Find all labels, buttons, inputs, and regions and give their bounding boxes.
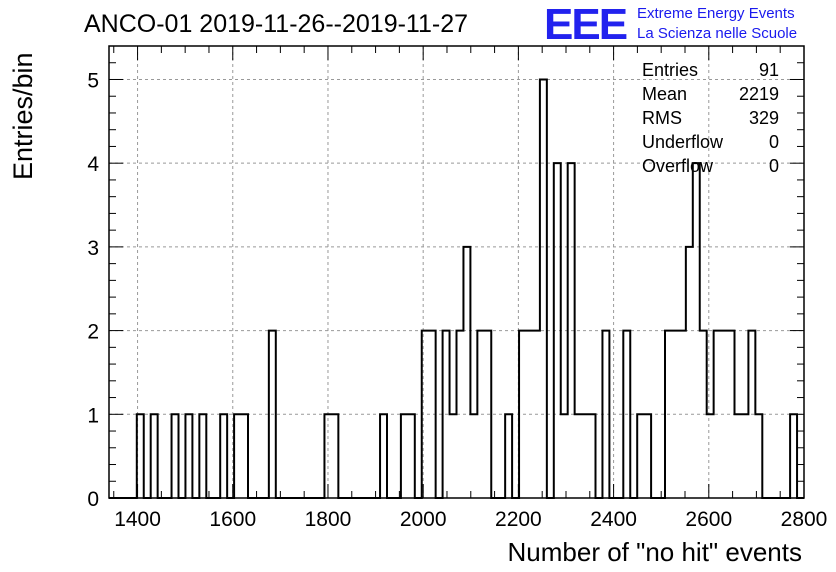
logo-line-1: Extreme Energy Events [637, 5, 795, 22]
stat-value: 0 [768, 156, 779, 176]
histogram-outline [109, 78, 804, 499]
plot-frame [108, 45, 805, 499]
histogram-bin [735, 414, 742, 498]
tick-labels: 1400 1600 1800 2000 2200 2400 2600 2800 0 1 2 3 4 5 [87, 69, 827, 531]
x-tick-label: 2000 [400, 508, 447, 531]
x-tick-label: 1800 [305, 508, 352, 531]
stat-value: 2219 [738, 84, 779, 104]
stat-label: Mean [642, 84, 688, 104]
x-tick-label: 1600 [209, 508, 256, 531]
chart-title: ANCO-01 2019-11-26--2019-11-27 [84, 10, 469, 38]
stat-row-entries: Entries 91 [642, 60, 779, 84]
y-axis-label: Entries/bin [8, 52, 38, 180]
x-tick-label: 2800 [781, 508, 828, 531]
stat-label: Underflow [642, 132, 724, 152]
y-tick-label: 0 [87, 488, 99, 511]
histogram-bin [241, 414, 248, 498]
stat-label: RMS [642, 108, 682, 128]
stat-label: Entries [642, 60, 699, 80]
y-tick-label: 1 [87, 404, 99, 427]
histogram-bin [589, 414, 596, 498]
x-tick-label: 2400 [590, 508, 637, 531]
logo-line-2: La Scienza nelle Scuole [637, 25, 798, 42]
histogram-bin [380, 414, 387, 498]
histogram-bin [561, 414, 568, 498]
x-axis-label: Number of "no hit" events [507, 537, 803, 567]
x-tick-label: 2600 [685, 508, 732, 531]
histogram-bin [686, 247, 693, 498]
histogram-bin [644, 414, 651, 498]
y-tick-label: 4 [87, 153, 99, 176]
y-tick-label: 3 [87, 237, 99, 260]
histogram-bin [331, 414, 338, 498]
histogram-bin [755, 414, 762, 498]
histogram-bin [220, 414, 227, 498]
stat-row-mean: Mean 2219 [642, 84, 779, 108]
stat-value: 0 [768, 132, 779, 152]
histogram-bin [790, 414, 797, 498]
stats-box: Entries 91 Mean 2219 RMS 329 Underflow 0… [642, 60, 779, 180]
histogram-bin [185, 414, 192, 498]
histogram-bin [470, 414, 477, 498]
axis-ticks [109, 45, 805, 499]
y-tick-label: 5 [87, 69, 99, 92]
histogram-series [109, 78, 804, 499]
stat-value: 329 [748, 108, 779, 128]
stat-row-underflow: Underflow 0 [642, 132, 779, 156]
stat-value: 91 [758, 60, 779, 80]
histogram-bin [741, 414, 748, 498]
histogram-bin [172, 414, 179, 498]
x-tick-label: 1400 [114, 508, 161, 531]
histogram-bin [582, 414, 589, 498]
stat-row-overflow: Overflow 0 [642, 156, 779, 180]
histogram-bin [463, 247, 470, 498]
x-tick-label: 2200 [495, 508, 542, 531]
stat-row-rms: RMS 329 [642, 108, 779, 132]
histogram-bin [637, 414, 644, 498]
histogram-bin [401, 414, 408, 498]
histogram-bin [199, 414, 206, 498]
histogram-bin [540, 79, 547, 498]
eee-logo: EEE [544, 0, 628, 49]
histogram-bin [151, 414, 158, 498]
histogram-bin [234, 414, 241, 498]
histogram-bin [707, 414, 714, 498]
histogram-bin [408, 414, 415, 498]
histogram-bin [450, 414, 457, 498]
histogram-bin [575, 414, 582, 498]
y-tick-label: 2 [87, 321, 99, 344]
histogram-bin [505, 414, 512, 498]
stat-label: Overflow [642, 156, 714, 176]
